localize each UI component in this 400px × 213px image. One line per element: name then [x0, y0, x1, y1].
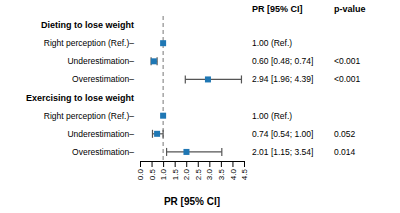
- value-label: 0.60 [0.48; 0.74]: [252, 56, 313, 66]
- group-label: Exercising to lose weight: [26, 93, 134, 103]
- x-tick-label: 4.0: [229, 168, 238, 180]
- x-tick-label: 2.0: [182, 168, 191, 180]
- row-texts: Dieting to lose weight Right perception (…: [26, 4, 366, 157]
- reference-line: [163, 16, 164, 161]
- point-estimate: [205, 76, 211, 82]
- x-tick-label: 3.5: [217, 168, 226, 180]
- point-estimate: [151, 58, 157, 64]
- row-label: Right perception (Ref.)–: [44, 111, 135, 121]
- column-header: PR [95% CI]: [252, 4, 303, 14]
- x-tick: 0.5: [148, 161, 157, 180]
- x-tick: 2.0: [182, 161, 191, 180]
- row-label: Overestimation–: [72, 147, 134, 157]
- x-tick-label: 1.0: [159, 168, 168, 180]
- column-header: p-value: [334, 4, 366, 14]
- x-tick-mark: [232, 161, 233, 167]
- x-tick-mark: [244, 161, 245, 167]
- x-tick-mark: [140, 161, 141, 167]
- p-value-label: <0.001: [334, 56, 361, 66]
- x-tick-label: 1.5: [171, 168, 180, 180]
- row-label: Underestimation–: [67, 56, 134, 66]
- x-tick-label: 0.0: [136, 168, 145, 180]
- point-estimate: [160, 113, 166, 119]
- x-tick-mark: [186, 161, 187, 167]
- x-tick: 3.0: [205, 161, 214, 180]
- x-tick-mark: [209, 161, 210, 167]
- axis-domain: [141, 162, 245, 168]
- x-tick: 3.5: [217, 161, 226, 180]
- p-value-label: <0.001: [334, 74, 361, 84]
- ci-cap: [163, 130, 164, 138]
- ci-line: [167, 151, 222, 152]
- x-tick-label: 2.5: [194, 168, 203, 180]
- row-label: Right perception (Ref.)–: [44, 38, 135, 48]
- value-label: 0.74 [0.54; 1.00]: [252, 129, 313, 139]
- ci-cap: [152, 130, 153, 138]
- x-tick: 2.5: [194, 161, 203, 180]
- ci-cap: [185, 75, 186, 83]
- value-label: 1.00 (Ref.): [252, 111, 292, 121]
- value-label: 2.94 [1.96; 4.39]: [252, 74, 313, 84]
- x-tick-mark: [221, 161, 222, 167]
- ci-cap: [241, 75, 242, 83]
- x-axis: 0.00.51.01.52.02.53.03.54.04.5: [136, 161, 249, 180]
- x-axis-label: PR [95% CI]: [164, 196, 220, 207]
- value-label: 2.01 [1.15; 3.54]: [252, 147, 313, 157]
- x-tick: 1.0: [159, 161, 168, 180]
- x-tick-label: 4.5: [240, 168, 249, 180]
- value-label: 1.00 (Ref.): [252, 38, 292, 48]
- group-label: Dieting to lose weight: [41, 20, 134, 30]
- x-tick: 4.0: [229, 161, 238, 180]
- x-tick: 1.5: [171, 161, 180, 180]
- x-tick: 0.0: [136, 161, 145, 180]
- p-value-label: 0.052: [334, 129, 356, 139]
- marks: [151, 16, 242, 161]
- ci-cap: [221, 148, 222, 156]
- x-tick-mark: [198, 161, 199, 167]
- x-tick-label: 0.5: [148, 168, 157, 180]
- ci-cap: [166, 148, 167, 156]
- ci-line: [185, 79, 241, 80]
- x-tick-mark: [163, 161, 164, 167]
- x-tick-label: 3.0: [205, 168, 214, 180]
- point-estimate: [183, 149, 189, 155]
- row-label: Underestimation–: [67, 129, 134, 139]
- row-label: Overestimation–: [72, 74, 134, 84]
- chart: 0.00.51.01.52.02.53.03.54.04.5 PR [95% CI…: [0, 0, 400, 213]
- x-tick: 4.5: [240, 161, 249, 180]
- point-estimate: [154, 131, 160, 137]
- x-tick-mark: [152, 161, 153, 167]
- point-estimate: [160, 40, 166, 46]
- x-tick-mark: [175, 161, 176, 167]
- p-value-label: 0.014: [334, 147, 356, 157]
